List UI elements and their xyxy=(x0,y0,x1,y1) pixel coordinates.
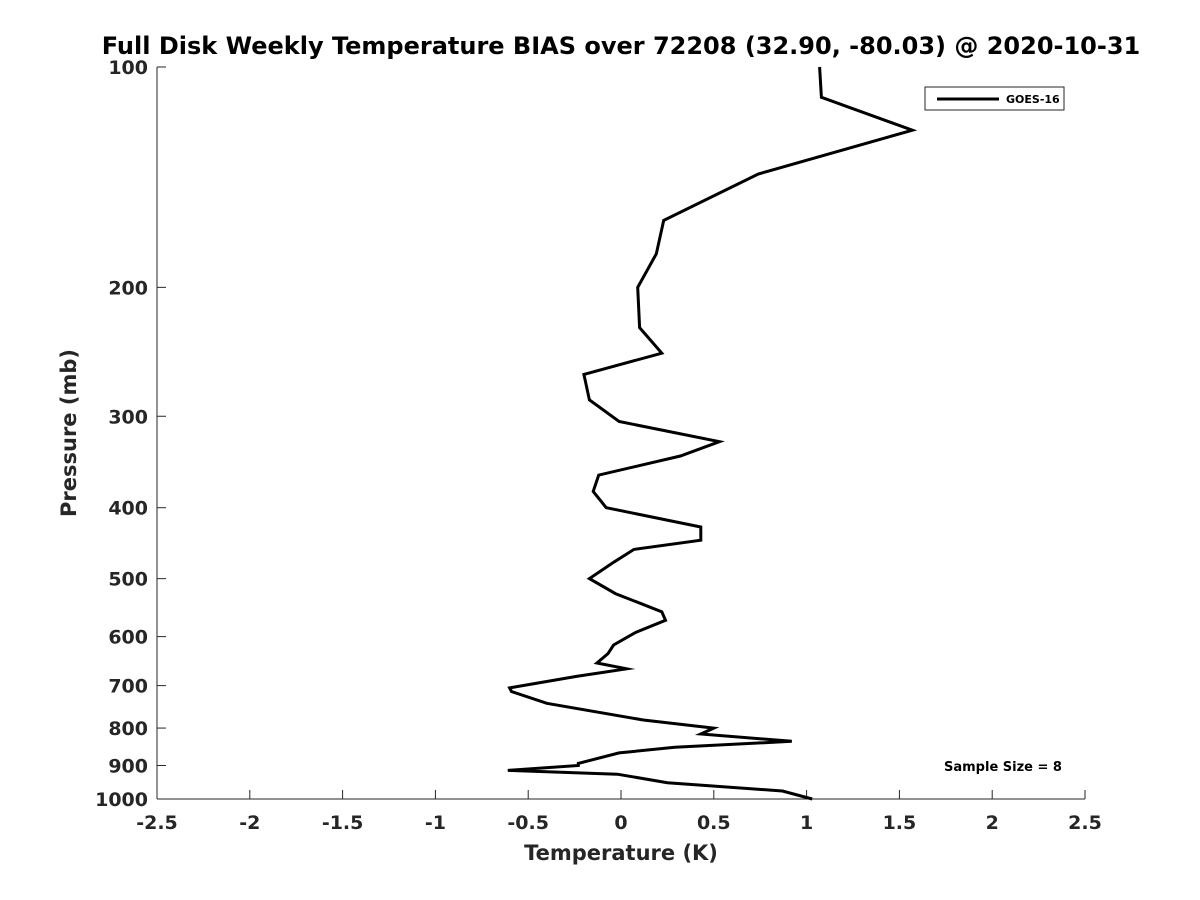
x-tick-label: -1.5 xyxy=(322,812,364,834)
x-tick-label: -1 xyxy=(425,812,446,834)
y-tick-label: 200 xyxy=(108,277,148,299)
y-tick-label: 1000 xyxy=(95,789,148,811)
y-axis-label: Pressure (mb) xyxy=(57,349,81,517)
series-group xyxy=(507,66,918,801)
x-tick-label: 1.5 xyxy=(883,812,917,834)
y-tick-label: 400 xyxy=(108,498,148,520)
x-tick-label: 1 xyxy=(800,812,813,834)
x-tick-label: 2.5 xyxy=(1068,812,1102,834)
x-tick-label: 2 xyxy=(986,812,999,834)
legend: GOES-16 xyxy=(924,86,1065,111)
x-tick-label: -0.5 xyxy=(507,812,549,834)
x-axis-ticks: -2.5 -2 -1.5 -1 -0.5 0 0.5 1 1.5 2 2.5 xyxy=(136,790,1102,834)
y-tick-label: 900 xyxy=(108,756,148,778)
legend-entry-label: GOES-16 xyxy=(1006,93,1060,106)
x-tick-label: -2.5 xyxy=(136,812,178,834)
y-tick-label: 100 xyxy=(108,57,148,79)
y-tick-label: 300 xyxy=(108,406,148,428)
y-tick-label: 600 xyxy=(108,627,148,649)
y-tick-label: 800 xyxy=(108,718,148,740)
y-axis-ticks: 100 200 300 400 500 600 700 800 900 1000 xyxy=(95,57,166,811)
x-tick-label: -2 xyxy=(239,812,260,834)
x-axis-label: Temperature (K) xyxy=(524,841,718,865)
y-tick-label: 500 xyxy=(108,569,148,591)
sample-size-annotation: Sample Size = 8 xyxy=(944,760,1062,775)
series-line-goes-16 xyxy=(507,66,918,801)
x-tick-label: 0.5 xyxy=(697,812,731,834)
chart-title: Full Disk Weekly Temperature BIAS over 7… xyxy=(102,32,1141,60)
y-tick-label: 700 xyxy=(108,676,148,698)
x-tick-label: 0 xyxy=(614,812,627,834)
